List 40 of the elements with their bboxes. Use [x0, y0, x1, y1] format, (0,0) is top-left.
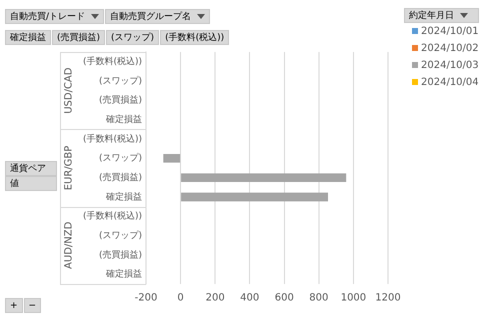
text: 自動売買グループ名 [110, 12, 192, 22]
text: − [28, 301, 36, 311]
text: USD/CAD [64, 67, 75, 114]
text: 確定損益 [10, 33, 46, 43]
y-tick-label: (手数料(税込)) [82, 133, 142, 144]
y-tick-label: 確定損益 [105, 268, 142, 280]
legend-label: 2024/10/04 [421, 77, 479, 88]
x-tick-label: 0 [177, 292, 184, 304]
x-tick-label: 600 [274, 292, 294, 304]
text: (売買損益) [57, 33, 100, 43]
y-tick-label: (スワップ) [98, 230, 142, 242]
y-tick-label: (売買損益) [98, 94, 142, 106]
y-tick-label: (売買損益) [98, 249, 142, 260]
text: (手数料(税込)) [165, 33, 224, 43]
y-tick-label: (手数料(税込)) [82, 56, 142, 68]
text: 通貨ペア [10, 164, 46, 174]
bar [181, 173, 346, 182]
text: AUD/NZD [64, 221, 75, 269]
text: 自動売買/トレード [10, 12, 86, 22]
legend-title: 約定年月日 [409, 11, 454, 21]
legend-label: 2024/10/02 [421, 43, 479, 54]
text: EUR/GBP [64, 146, 75, 190]
x-tick-label: 800 [309, 292, 328, 304]
y-tick-label: 確定損益 [105, 191, 142, 202]
bar [163, 154, 180, 163]
y-tick-label: (売買損益) [98, 172, 142, 184]
x-tick-label: 1000 [340, 292, 366, 304]
x-tick-label: 200 [206, 292, 225, 304]
y-tick-label: (スワップ) [98, 152, 142, 164]
text: + [10, 301, 18, 311]
legend-label: 2024/10/01 [421, 26, 479, 37]
x-tick-label: -200 [134, 292, 158, 304]
x-tick-label: 400 [240, 292, 260, 304]
y-tick-label: 確定損益 [105, 114, 142, 126]
y-tick-label: (スワップ) [98, 75, 142, 86]
bar [181, 192, 328, 202]
x-tick-label: 1200 [375, 292, 401, 304]
y-tick-label: (手数料(税込)) [82, 210, 142, 222]
legend-label: 2024/10/03 [421, 60, 479, 71]
text: 値 [10, 179, 19, 189]
